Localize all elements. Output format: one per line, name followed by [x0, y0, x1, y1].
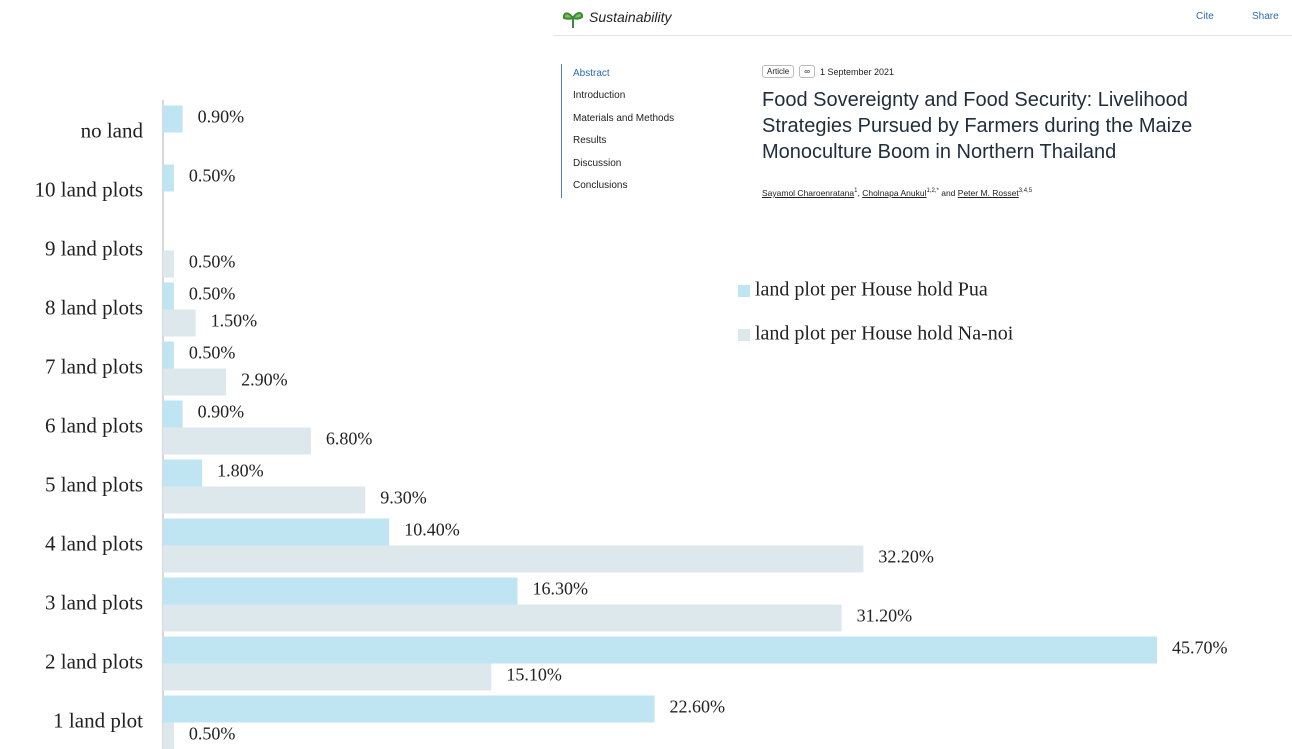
value-label: 32.20%: [878, 547, 934, 567]
value-label: 0.50%: [189, 166, 236, 186]
y-tick-label: 8 land plots: [45, 295, 143, 319]
author-name: Sayamol Charoenratana: [762, 188, 855, 198]
author-affiliation: 1: [854, 188, 858, 195]
value-label: 0.50%: [189, 343, 236, 363]
nav-item[interactable]: Conclusions: [573, 179, 628, 191]
bar: [163, 604, 842, 632]
legend-label: land plot per House hold Na-noi: [755, 323, 1014, 345]
date: 1 September 2021: [819, 66, 894, 77]
sidebar-nav: Abstract Introduction Materials and Method…: [561, 64, 675, 199]
legend-swatch: [738, 285, 750, 297]
nav-item[interactable]: Results: [573, 135, 607, 147]
value-label: 0.50%: [189, 724, 236, 744]
bar: [163, 722, 174, 749]
value-label: 10.40%: [404, 520, 460, 540]
nav-item[interactable]: Abstract: [573, 68, 610, 79]
nav-item[interactable]: Discussion: [573, 157, 622, 169]
bar: [163, 309, 196, 337]
bar: [163, 459, 203, 487]
header: Sustainability Cite Share: [553, 0, 1292, 36]
legend-swatch: [738, 329, 750, 341]
value-label: 0.50%: [189, 284, 236, 304]
bar: [163, 663, 492, 691]
bar: [163, 577, 518, 605]
nav-item[interactable]: Materials and Methods: [573, 112, 675, 124]
bar: [163, 636, 1157, 664]
bar: [163, 368, 227, 396]
value-label: 1.50%: [211, 311, 258, 331]
bar: [163, 105, 183, 133]
legend-label: land plot per House hold Pua: [755, 279, 988, 301]
y-tick-label: 10 land plots: [35, 177, 144, 201]
y-tick-label: no land: [81, 118, 144, 142]
bar: [163, 486, 366, 514]
author-name: Peter M. Rosset: [957, 188, 1019, 198]
cite-link[interactable]: Cite: [1196, 11, 1214, 22]
value-label: 16.30%: [533, 579, 589, 599]
article-title: Food Sovereignty and Food Security: Live…: [762, 89, 1193, 163]
y-tick-label: 1 land plot: [53, 708, 143, 732]
bar: [163, 250, 174, 278]
nav-item[interactable]: Introduction: [573, 90, 626, 102]
value-label: 6.80%: [326, 429, 373, 449]
value-label: 2.90%: [241, 370, 288, 390]
authors: Sayamol Charoenratana1, Cholnapa Anukul1…: [762, 188, 1033, 198]
bar: [163, 164, 174, 192]
author-affiliation: 3,4,5: [1018, 188, 1033, 195]
value-label: 22.60%: [670, 697, 726, 717]
y-tick-label: 3 land plots: [45, 590, 143, 614]
author-name: Cholnapa Anukul: [862, 188, 927, 198]
bar: [163, 427, 311, 455]
value-label: 31.20%: [857, 606, 913, 626]
bar: [163, 518, 390, 546]
value-label: 0.90%: [198, 107, 245, 127]
conjunction: and: [941, 188, 956, 198]
journal-name: Sustainability: [589, 9, 672, 25]
logo: [562, 12, 584, 28]
bar: [163, 695, 655, 723]
y-tick-label: 4 land plots: [45, 531, 143, 555]
bar: [163, 400, 183, 428]
value-label: 45.70%: [1172, 638, 1228, 658]
article-screenshot: Sustainability Cite Share Abstract Introd…: [553, 0, 1292, 207]
bar: [163, 282, 174, 310]
value-label: 9.30%: [380, 488, 427, 508]
y-tick-label: 2 land plots: [45, 649, 143, 673]
bar: [163, 545, 864, 573]
y-tick-label: 7 land plots: [45, 354, 143, 378]
author-affiliation: 1,2,*: [926, 188, 939, 195]
y-tick-label: 6 land plots: [45, 413, 143, 437]
value-label: 15.10%: [506, 665, 561, 685]
value-label: 1.80%: [217, 461, 264, 481]
open-access-icon: ∞: [799, 65, 815, 78]
value-label: 0.90%: [198, 402, 245, 422]
value-label: 0.50%: [189, 252, 236, 272]
y-tick-label: 5 land plots: [45, 472, 143, 496]
bar: [163, 341, 174, 369]
share-link[interactable]: Share: [1252, 11, 1279, 22]
article-meta: Article ∞ 1 September 2021: [762, 65, 894, 78]
article-badge: Article: [762, 65, 795, 78]
y-tick-label: 9 land plots: [45, 236, 143, 260]
